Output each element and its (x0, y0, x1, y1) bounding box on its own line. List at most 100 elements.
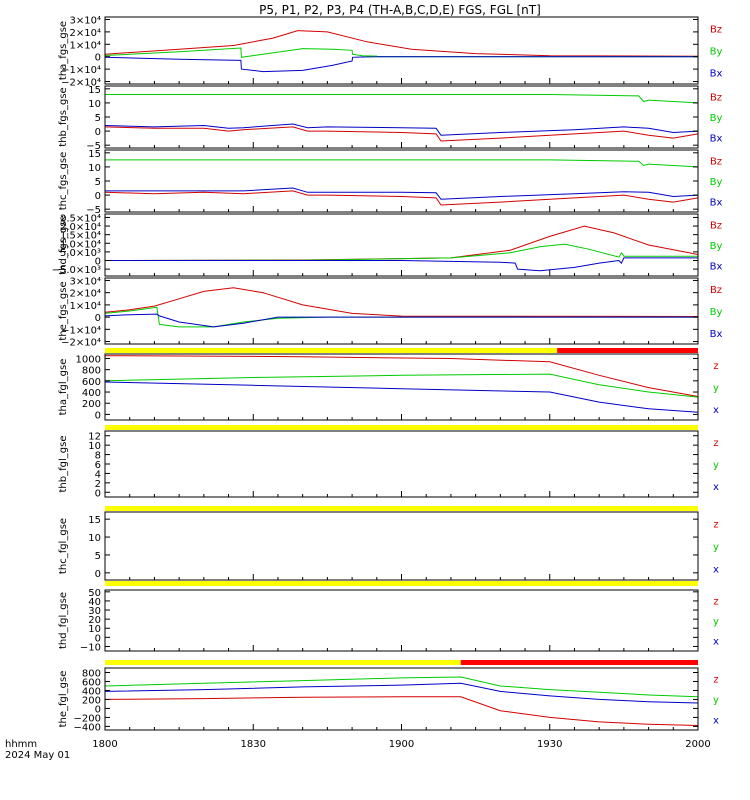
panel-thc_fgs_gse: 15 10 5 0 −5 thc_fgs_gse Bz By Bx (58, 149, 722, 216)
y-axis-label: tha_fgs_gse (58, 21, 69, 80)
series-line-tha_fgl_gse-y (104, 373, 699, 398)
state-bar-segment (105, 660, 461, 665)
series-line-tha_fgl_gse-z (104, 355, 699, 397)
y-tick-label: 0 (95, 257, 101, 268)
series-line-the_fgl_gse-x (104, 682, 699, 704)
y-tick-label: 5 (95, 551, 101, 562)
panel-thb_fgs_gse: 15 10 5 0 −5 thb_fgs_gse Bz By Bx (58, 85, 722, 152)
state-bar-segment (105, 348, 558, 353)
legend-item-Bx: Bx (710, 197, 723, 208)
legend-item-Bx: Bx (710, 261, 723, 272)
legend-item-y: y (713, 695, 719, 706)
series-line-thc_fgs_gse-Bx (105, 187, 699, 200)
y-axis-label: thd_fgs_gse (58, 215, 69, 274)
legend-item-Bz: Bz (710, 157, 722, 168)
y-tick-label: 2.0×10⁴ (60, 222, 101, 233)
state-bar-segment (557, 348, 698, 353)
legend-item-By: By (710, 177, 723, 188)
y-tick-label: 15 (88, 85, 101, 96)
y-axis-label: the_fgl_gse (58, 671, 69, 728)
legend-item-x: x (713, 564, 719, 575)
y-tick-label: 15 (88, 515, 101, 526)
legend-item-Bx: Bx (710, 329, 723, 340)
y-tick-label: 5 (95, 113, 101, 124)
time-axis-label: hhmm (5, 739, 37, 750)
thc-state-bar (105, 506, 698, 511)
y-axis-label: thc_fgs_gse (58, 152, 69, 211)
legend-item-x: x (713, 715, 719, 726)
legend-item-y: y (713, 383, 719, 394)
legend-item-x: x (713, 482, 719, 493)
y-tick-label: 0 (95, 53, 101, 64)
state-bar-segment (105, 425, 698, 430)
y-tick-label: −1×10⁴ (61, 65, 101, 76)
legend-item-Bz: Bz (710, 24, 722, 35)
y-tick-label: −1×10⁴ (61, 325, 101, 336)
y-axis-label: tha_fgl_gse (58, 359, 69, 416)
y-tick-label: 5 (95, 177, 101, 188)
y-tick-label: 1000 (76, 354, 101, 365)
series-line-the_fgl_gse-z (104, 696, 699, 726)
y-tick-label: 600 (82, 377, 101, 388)
panel-thd_fgs_gse: 2.5×10⁴2.0×10⁴1.5×10⁴1.0×10⁴5.0×10³0−5.0… (52, 213, 723, 277)
y-tick-label: 0 (95, 704, 101, 715)
y-tick-label: 1.5×10⁴ (60, 231, 101, 242)
series-line-the_fgs_gse-Bz (104, 287, 699, 317)
series-line-thb_fgs_gse-By (105, 94, 699, 104)
series-line-thc_fgs_gse-Bz (104, 190, 699, 206)
y-tick-label: −400 (74, 722, 101, 733)
legend-item-By: By (710, 47, 723, 58)
y-tick-label: 20 (88, 615, 101, 626)
series-line-tha_fgl_gse-x (104, 381, 699, 413)
y-tick-label: 10 (88, 441, 101, 452)
legend-item-y: y (713, 617, 719, 628)
y-tick-label: 800 (82, 366, 101, 377)
legend-item-z: z (713, 596, 718, 607)
series-line-thd_fgs_gse-By (104, 243, 698, 261)
thd-state-bar (105, 581, 698, 586)
series-line-thb_fgs_gse-Bz (104, 126, 699, 142)
legend-item-Bx: Bx (710, 133, 723, 144)
y-tick-label: 5.0×10³ (60, 248, 101, 259)
y-tick-label: 0 (95, 313, 101, 324)
y-tick-label: 0 (95, 488, 101, 499)
legend-item-x: x (713, 637, 719, 648)
y-axis-label: thb_fgs_gse (58, 87, 69, 146)
y-axis-label: thd_fgl_gse (58, 592, 69, 649)
y-tick-label: 8 (95, 451, 101, 462)
y-axis-label: thb_fgl_gse (58, 436, 69, 493)
plot-title: P5, P1, P2, P3, P4 (TH-A,B,C,D,E) FGS, F… (259, 3, 541, 17)
y-tick-label: 10 (88, 163, 101, 174)
legend-item-x: x (713, 405, 719, 416)
y-axis-label: the_fgs_gse (58, 281, 69, 340)
y-tick-label: 30 (88, 606, 101, 617)
y-tick-label: 200 (82, 695, 101, 706)
legend-item-Bx: Bx (710, 69, 723, 80)
y-tick-label: 10 (88, 624, 101, 635)
state-bar-segment (105, 506, 698, 511)
x-tick-label: 1830 (241, 739, 266, 750)
state-bars-group (105, 348, 698, 665)
y-tick-label: 3×10⁴ (70, 276, 101, 287)
date-label: 2024 May 01 (5, 750, 70, 761)
legend-item-Bz: Bz (710, 221, 722, 232)
legend-item-z: z (713, 361, 718, 372)
y-tick-label: 0 (95, 191, 101, 202)
legend-item-Bz: Bz (710, 93, 722, 104)
legend-item-By: By (710, 307, 723, 318)
y-tick-label: 12 (88, 432, 101, 443)
the-state-bar (105, 660, 698, 665)
y-tick-label: 1×10⁴ (70, 40, 101, 51)
x-tick-label: 1930 (537, 739, 562, 750)
y-tick-label: −10 (80, 642, 101, 653)
y-tick-label: 10 (88, 99, 101, 110)
y-tick-label: 6 (95, 460, 101, 471)
series-line-tha_fgs_gse-Bx (104, 56, 698, 73)
y-tick-label: −200 (74, 713, 101, 724)
legend-item-z: z (713, 438, 718, 449)
y-tick-label: 600 (82, 677, 101, 688)
y-tick-label: 2×10⁴ (70, 28, 101, 39)
